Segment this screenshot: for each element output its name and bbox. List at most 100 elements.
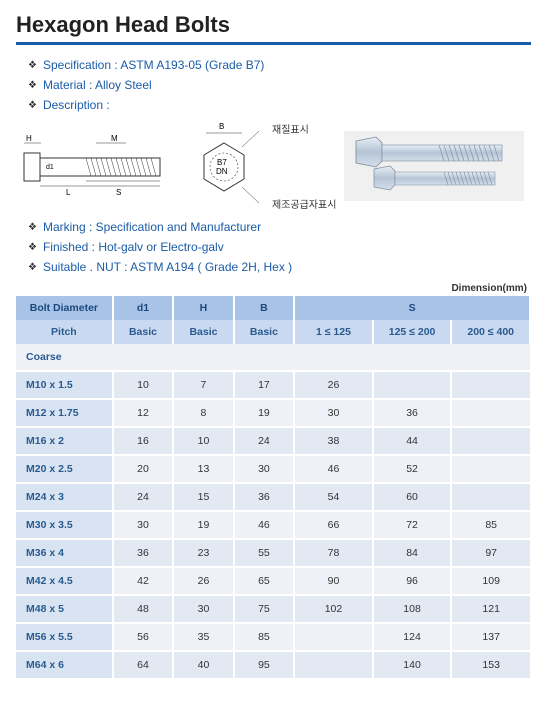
table-cell: 72 bbox=[373, 511, 452, 539]
th-s2: 125 ≤ 200 bbox=[373, 320, 452, 344]
table-cell: 90 bbox=[294, 567, 373, 595]
th-basic-H: Basic bbox=[173, 320, 233, 344]
table-cell: 52 bbox=[373, 455, 452, 483]
table-cell: 13 bbox=[173, 455, 233, 483]
table-cell bbox=[451, 371, 530, 399]
table-cell: M48 x 5 bbox=[16, 595, 113, 623]
table-cell: 12 bbox=[113, 399, 173, 427]
bullet-icon: ❖ bbox=[28, 222, 37, 233]
table-row: M64 x 6644095140153 bbox=[16, 651, 530, 679]
th-H: H bbox=[173, 296, 233, 320]
table-row: M12 x 1.75128193036 bbox=[16, 399, 530, 427]
page-title: Hexagon Head Bolts bbox=[16, 12, 531, 38]
table-cell: 30 bbox=[234, 455, 294, 483]
table-cell: M64 x 6 bbox=[16, 651, 113, 679]
spec-list: ❖Specification : ASTM A193-05 (Grade B7)… bbox=[28, 55, 531, 115]
table-cell: M16 x 2 bbox=[16, 427, 113, 455]
table-cell: 102 bbox=[294, 595, 373, 623]
table-cell: 54 bbox=[294, 483, 373, 511]
table-cell: 97 bbox=[451, 539, 530, 567]
table-cell: 30 bbox=[294, 399, 373, 427]
label-B7: B7 bbox=[217, 158, 227, 167]
table-header-row-2: Pitch Basic Basic Basic 1 ≤ 125 125 ≤ 20… bbox=[16, 320, 530, 344]
table-cell: 26 bbox=[294, 371, 373, 399]
coarse-label: Coarse bbox=[16, 344, 530, 371]
table-cell: 109 bbox=[451, 567, 530, 595]
table-row: M42 x 4.54226659096109 bbox=[16, 567, 530, 595]
table-cell: 30 bbox=[113, 511, 173, 539]
table-cell: 10 bbox=[173, 427, 233, 455]
table-row: M30 x 3.5301946667285 bbox=[16, 511, 530, 539]
table-row: M16 x 21610243844 bbox=[16, 427, 530, 455]
table-cell: 124 bbox=[373, 623, 452, 651]
table-cell: 65 bbox=[234, 567, 294, 595]
table-cell: M36 x 4 bbox=[16, 539, 113, 567]
spec-text: Description : bbox=[43, 98, 110, 112]
label-material-mark: 재질표시 bbox=[272, 121, 336, 136]
table-cell: 44 bbox=[373, 427, 452, 455]
table-cell: M20 x 2.5 bbox=[16, 455, 113, 483]
label-d1: d1 bbox=[46, 164, 54, 171]
th-basic-B: Basic bbox=[234, 320, 294, 344]
dimension-label: Dimension(mm) bbox=[16, 283, 527, 294]
table-cell: 36 bbox=[373, 399, 452, 427]
bolt-side-diagram: H M d1 L S bbox=[16, 131, 176, 201]
th-d1: d1 bbox=[113, 296, 173, 320]
table-cell: 121 bbox=[451, 595, 530, 623]
table-cell bbox=[451, 427, 530, 455]
spec-item: ❖Specification : ASTM A193-05 (Grade B7) bbox=[28, 58, 531, 72]
table-cell: 108 bbox=[373, 595, 452, 623]
th-bolt-diameter: Bolt Diameter bbox=[16, 296, 113, 320]
spec-item: ❖ Marking : Specification and Manufacture… bbox=[28, 220, 531, 234]
table-row: M36 x 4362355788497 bbox=[16, 539, 530, 567]
table-cell: 85 bbox=[234, 623, 294, 651]
table-cell: 95 bbox=[234, 651, 294, 679]
table-cell: 30 bbox=[173, 595, 233, 623]
bullet-icon: ❖ bbox=[28, 262, 37, 273]
table-cell bbox=[294, 623, 373, 651]
label-DN: DN bbox=[216, 167, 228, 176]
table-cell: 17 bbox=[234, 371, 294, 399]
table-cell: 137 bbox=[451, 623, 530, 651]
table-cell: 84 bbox=[373, 539, 452, 567]
table-cell: 24 bbox=[234, 427, 294, 455]
table-cell: 7 bbox=[173, 371, 233, 399]
label-H: H bbox=[26, 134, 32, 143]
table-cell: 140 bbox=[373, 651, 452, 679]
th-B: B bbox=[234, 296, 294, 320]
table-cell: 8 bbox=[173, 399, 233, 427]
label-mfr-mark: 제조공급자표시 bbox=[272, 196, 336, 211]
title-bar: Hexagon Head Bolts bbox=[16, 12, 531, 45]
table-cell: 10 bbox=[113, 371, 173, 399]
spec-item: ❖Finished : Hot-galv or Electro-galv bbox=[28, 240, 531, 254]
table-cell: 36 bbox=[113, 539, 173, 567]
spec-text: Marking : Specification and Manufacturer bbox=[43, 220, 261, 234]
table-cell: 16 bbox=[113, 427, 173, 455]
table-cell bbox=[373, 371, 452, 399]
bolt-photo bbox=[344, 131, 524, 201]
spec-item: ❖Material : Alloy Steel bbox=[28, 78, 531, 92]
table-row: M20 x 2.52013304652 bbox=[16, 455, 530, 483]
table-cell: 20 bbox=[113, 455, 173, 483]
table-row: M10 x 1.51071726 bbox=[16, 371, 530, 399]
table-cell: 19 bbox=[173, 511, 233, 539]
table-cell: 78 bbox=[294, 539, 373, 567]
table-cell: M56 x 5.5 bbox=[16, 623, 113, 651]
table-cell: 153 bbox=[451, 651, 530, 679]
spec-item: ❖Suitable . NUT : ASTM A194 ( Grade 2H, … bbox=[28, 260, 531, 274]
table-cell: 56 bbox=[113, 623, 173, 651]
spec-text: Finished : Hot-galv or Electro-galv bbox=[43, 240, 224, 254]
table-row: M56 x 5.5563585124137 bbox=[16, 623, 530, 651]
th-s3: 200 ≤ 400 bbox=[451, 320, 530, 344]
label-S: S bbox=[116, 188, 121, 197]
table-cell: M24 x 3 bbox=[16, 483, 113, 511]
bullet-icon: ❖ bbox=[28, 100, 37, 111]
table-cell: 85 bbox=[451, 511, 530, 539]
table-cell: 66 bbox=[294, 511, 373, 539]
table-cell: 19 bbox=[234, 399, 294, 427]
label-M: M bbox=[111, 134, 118, 143]
table-row: M24 x 32415365460 bbox=[16, 483, 530, 511]
spec-text: Specification : ASTM A193-05 (Grade B7) bbox=[43, 58, 264, 72]
table-cell: 48 bbox=[113, 595, 173, 623]
table-cell: 55 bbox=[234, 539, 294, 567]
